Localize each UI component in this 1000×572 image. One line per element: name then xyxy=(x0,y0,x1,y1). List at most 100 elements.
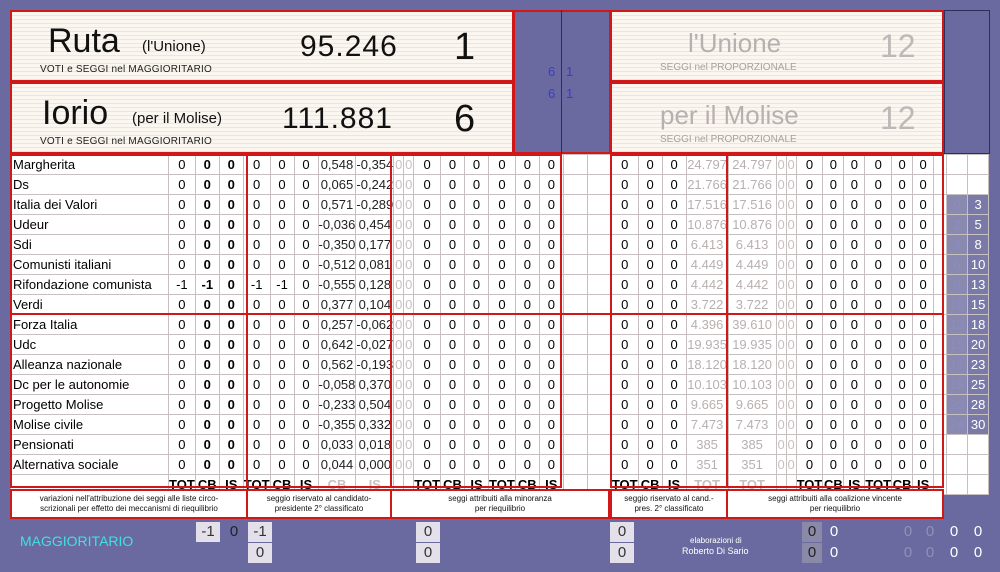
a-cb: 0 xyxy=(194,374,220,395)
a-cb: 0 xyxy=(194,294,220,315)
table-row: Udc 0 0 0 0 0 0 0,642 -0,027 0 0 0 0 0 0 0 0 0 0 0 19.935 19.… xyxy=(10,334,990,355)
dark-cell xyxy=(562,454,588,475)
a-tot: 0 xyxy=(168,454,196,475)
dark-cell xyxy=(586,294,612,315)
bottom-e-3: 0 xyxy=(802,543,822,563)
b-is: 0 xyxy=(293,174,319,195)
coalition-panel-1: Ruta (l'Unione) VOTI e SEGGI nel MAGGIOR… xyxy=(10,10,514,82)
v-is: -0,242 xyxy=(355,174,395,195)
f-cell: 0 xyxy=(795,314,824,335)
side-value: 6 xyxy=(946,254,969,275)
prop-seats: 12 xyxy=(880,100,916,136)
panel-caption: VOTI e SEGGI nel MAGGIORITARIO xyxy=(40,64,212,75)
f-cell: 0 xyxy=(795,434,824,455)
party-name: Ds xyxy=(10,174,169,195)
prop-caption: SEGGI nel PROPORZIONALE xyxy=(660,134,797,145)
side-value xyxy=(967,154,990,175)
f-cell: 0 xyxy=(843,374,866,395)
side-value xyxy=(946,154,969,175)
dark-cell xyxy=(562,414,588,435)
prop-seats: 12 xyxy=(880,28,916,64)
a-cb: 0 xyxy=(194,214,220,235)
spacer-cell xyxy=(967,474,990,495)
f-cell: 0 xyxy=(891,294,914,315)
b-tot: 0 xyxy=(242,214,271,235)
bottom-e-1: 0 xyxy=(802,522,822,542)
v-cb: 0,033 xyxy=(317,434,357,455)
c-cell: 0 xyxy=(464,214,490,235)
dark-cell xyxy=(586,174,612,195)
d-is: 0 xyxy=(661,154,687,175)
f-cell: 0 xyxy=(891,234,914,255)
v-is: 0,128 xyxy=(355,274,395,295)
v-is: 0,504 xyxy=(355,394,395,415)
b-cb: 0 xyxy=(269,174,295,195)
p-tot-2: 10.103 xyxy=(727,374,777,395)
b-is: 0 xyxy=(293,414,319,435)
c-cell: 0 xyxy=(514,434,540,455)
side-value: 10 xyxy=(967,254,990,275)
f-cell: 0 xyxy=(864,454,893,475)
c-cell: 0 xyxy=(464,294,490,315)
party-name: Udc xyxy=(10,334,169,355)
d-cb: 0 xyxy=(637,354,663,375)
bottom-c-row2: 0 xyxy=(416,543,440,563)
side-value: 8 xyxy=(967,234,990,255)
a-is: 0 xyxy=(218,354,244,375)
side-value: 20 xyxy=(967,334,990,355)
candidate-name: Iorio xyxy=(42,94,109,132)
bottom-c-row1: 0 xyxy=(416,522,440,542)
a-cb: 0 xyxy=(194,314,220,335)
side-value: 5 xyxy=(967,214,990,235)
p-tot-2: 39.610 xyxy=(727,314,777,335)
d-tot: 0 xyxy=(610,234,639,255)
f-cell: 0 xyxy=(795,374,824,395)
c-cell: 0 xyxy=(514,174,540,195)
dark-cell xyxy=(562,294,588,315)
c-cell: 0 xyxy=(440,194,466,215)
c-cell: 0 xyxy=(538,294,564,315)
d-is: 0 xyxy=(661,394,687,415)
side-value: 25 xyxy=(967,374,990,395)
p-tot-2: 21.766 xyxy=(727,174,777,195)
f-cell: 0 xyxy=(843,294,866,315)
d-is: 0 xyxy=(661,434,687,455)
f-cell: 0 xyxy=(822,234,845,255)
dark-cell xyxy=(586,274,612,295)
d-cb: 0 xyxy=(637,294,663,315)
v-is: -0,027 xyxy=(355,334,395,355)
party-name: Pensionati xyxy=(10,434,169,455)
d-is: 0 xyxy=(661,214,687,235)
a-is: 0 xyxy=(218,274,244,295)
b-is: 0 xyxy=(293,374,319,395)
d-cb: 0 xyxy=(637,434,663,455)
side-value: 10 xyxy=(946,294,969,315)
c-cell: 0 xyxy=(464,314,490,335)
c-cell: 0 xyxy=(538,334,564,355)
dark-cell xyxy=(562,214,588,235)
f-cell: 0 xyxy=(864,374,893,395)
party-name: Progetto Molise xyxy=(10,394,169,415)
c-cell: 0 xyxy=(413,214,442,235)
side-value: 24 xyxy=(946,414,969,435)
p-tot-1: 10.876 xyxy=(685,214,729,235)
c-cell: 0 xyxy=(488,414,516,435)
b-cb: 0 xyxy=(269,294,295,315)
c-cell: 0 xyxy=(538,454,564,475)
f-cell: 0 xyxy=(795,354,824,375)
d-cb: 0 xyxy=(637,214,663,235)
c-cell: 0 xyxy=(464,354,490,375)
a-tot: 0 xyxy=(168,154,196,175)
mid-value: 6 xyxy=(548,64,556,79)
f-cell: 0 xyxy=(891,194,914,215)
v-is: 0,081 xyxy=(355,254,395,275)
d-is: 0 xyxy=(661,234,687,255)
v-is: 0,177 xyxy=(355,234,395,255)
bottom-b-row2: 0 xyxy=(248,543,272,563)
dark-cell xyxy=(586,334,612,355)
f-cell: 0 xyxy=(822,214,845,235)
c-cell: 0 xyxy=(514,374,540,395)
prop-name: l'Unione xyxy=(688,28,782,58)
p-tot-1: 17.516 xyxy=(685,194,729,215)
f-cell: 0 xyxy=(795,274,824,295)
